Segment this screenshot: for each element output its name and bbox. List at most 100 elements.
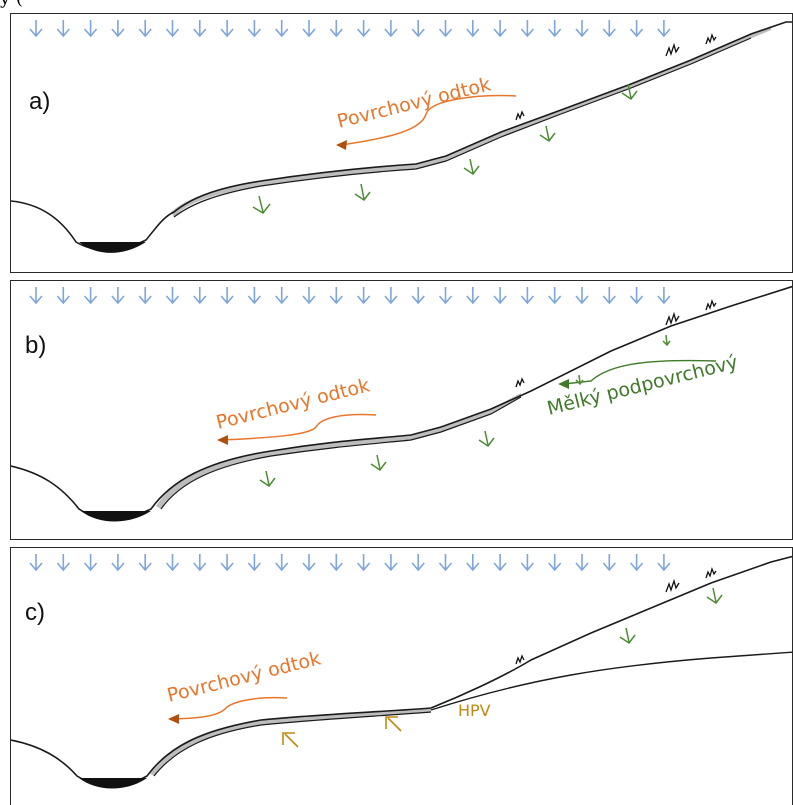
rain-arrow xyxy=(438,287,453,305)
panel-b-label: b) xyxy=(25,332,46,359)
infiltration-arrows xyxy=(259,334,671,488)
rain-arrow xyxy=(56,287,70,305)
subsurface-label: Mělký podpovrchový xyxy=(545,351,740,420)
rain-arrow xyxy=(548,287,562,305)
rain-arrow xyxy=(411,20,425,38)
rain-arrow xyxy=(220,20,234,38)
rain-arrow xyxy=(56,20,70,38)
rain-arrow xyxy=(520,20,535,38)
rain-arrow xyxy=(575,287,589,305)
rain-arrow xyxy=(247,20,262,38)
terrain-line xyxy=(11,21,792,251)
rain-arrow xyxy=(220,554,234,572)
rain-arrow xyxy=(302,554,316,572)
rain-arrow xyxy=(275,287,289,305)
rain-arrow xyxy=(629,20,644,38)
rain-arrow xyxy=(384,20,398,38)
rain-arrow xyxy=(657,287,671,305)
rain-arrow xyxy=(657,554,671,572)
rain-arrow xyxy=(138,287,152,305)
surface-runoff-arrowhead xyxy=(217,435,228,445)
terrain-lower-line xyxy=(160,396,522,510)
rain-arrow xyxy=(83,20,98,38)
rain-arrow xyxy=(111,287,125,305)
surface-runoff-label: Povrchový odtok xyxy=(214,374,372,433)
groundwater-table xyxy=(430,651,792,711)
terrain-line xyxy=(11,555,792,786)
panel-a-drawing: a) Povrchový odtok xyxy=(11,20,792,253)
surface-runoff-label: Povrchový odtok xyxy=(165,647,323,706)
rain-arrows xyxy=(29,554,671,572)
surface-runoff-arrow xyxy=(173,696,288,720)
rain-arrow xyxy=(111,554,125,572)
rain-arrow xyxy=(657,20,671,38)
rain-arrow xyxy=(29,20,43,38)
rain-arrow xyxy=(56,554,70,572)
saturated-layer xyxy=(149,708,431,776)
rain-arrow xyxy=(275,20,289,38)
rain-arrow xyxy=(602,287,616,305)
rain-arrow xyxy=(138,20,152,38)
panel-b-drawing: b) Povrchový odtok Mělký podpovrchový xyxy=(11,285,792,522)
panel-c: c) Povrchový odtok HPV xyxy=(10,547,793,805)
rain-arrow xyxy=(356,554,371,572)
rain-arrow xyxy=(493,554,507,572)
rain-arrow xyxy=(275,554,289,572)
vegetation xyxy=(515,298,717,388)
terrain-lower-line xyxy=(173,37,752,218)
rain-arrow xyxy=(83,554,98,572)
terrain-line xyxy=(11,285,792,519)
rain-arrow xyxy=(438,20,453,38)
rain-arrow xyxy=(411,287,425,305)
rain-arrow xyxy=(548,20,562,38)
rain-arrow xyxy=(302,20,316,38)
rain-arrow xyxy=(520,554,535,572)
rain-arrow xyxy=(356,20,371,38)
rain-arrow xyxy=(629,287,644,305)
rain-arrow xyxy=(302,287,316,305)
surface-runoff-arrow xyxy=(340,94,517,146)
rain-arrow xyxy=(575,554,589,572)
surface-runoff-label: Povrchový odtok xyxy=(335,73,493,132)
surface-runoff-arrowhead xyxy=(168,714,179,724)
rain-arrow xyxy=(466,20,480,38)
panel-a-label: a) xyxy=(29,88,50,115)
rain-arrow xyxy=(193,554,207,572)
rain-arrow xyxy=(384,287,398,305)
rain-arrow xyxy=(220,287,234,305)
rain-arrow xyxy=(602,20,616,38)
rain-arrow xyxy=(356,287,371,305)
infiltration-arrows xyxy=(252,83,638,214)
rain-arrow xyxy=(29,287,43,305)
saturated-layer xyxy=(171,26,771,217)
rain-arrows xyxy=(29,20,671,38)
rain-arrow xyxy=(384,554,398,572)
rain-arrow xyxy=(193,287,207,305)
surface-runoff-arrowhead xyxy=(336,140,347,150)
rain-arrow xyxy=(602,554,616,572)
saturated-layer xyxy=(156,393,521,509)
rain-arrow xyxy=(329,20,343,38)
river xyxy=(79,242,146,253)
infiltration-arrows xyxy=(619,587,723,645)
rain-arrow xyxy=(329,287,343,305)
rain-arrow xyxy=(165,287,180,305)
rain-arrow xyxy=(629,554,644,572)
rain-arrow xyxy=(548,554,562,572)
rain-arrow xyxy=(520,287,535,305)
rain-arrow xyxy=(247,287,262,305)
groundwater-label: HPV xyxy=(458,701,491,720)
rain-arrow xyxy=(193,20,207,38)
rain-arrow xyxy=(247,554,262,572)
surface-runoff-arrow xyxy=(222,413,377,441)
panel-b: b) Povrchový odtok Mělký podpovrchový xyxy=(10,280,793,540)
vegetation xyxy=(515,566,717,665)
rain-arrow xyxy=(329,554,343,572)
groundwater-rise-arrows xyxy=(282,716,402,748)
rain-arrow xyxy=(493,287,507,305)
panel-a: a) Povrchový odtok xyxy=(10,13,793,273)
panel-c-label: c) xyxy=(25,599,45,626)
rain-arrow xyxy=(29,554,43,572)
header-fragment: y ( xyxy=(0,0,793,12)
river xyxy=(81,511,151,522)
